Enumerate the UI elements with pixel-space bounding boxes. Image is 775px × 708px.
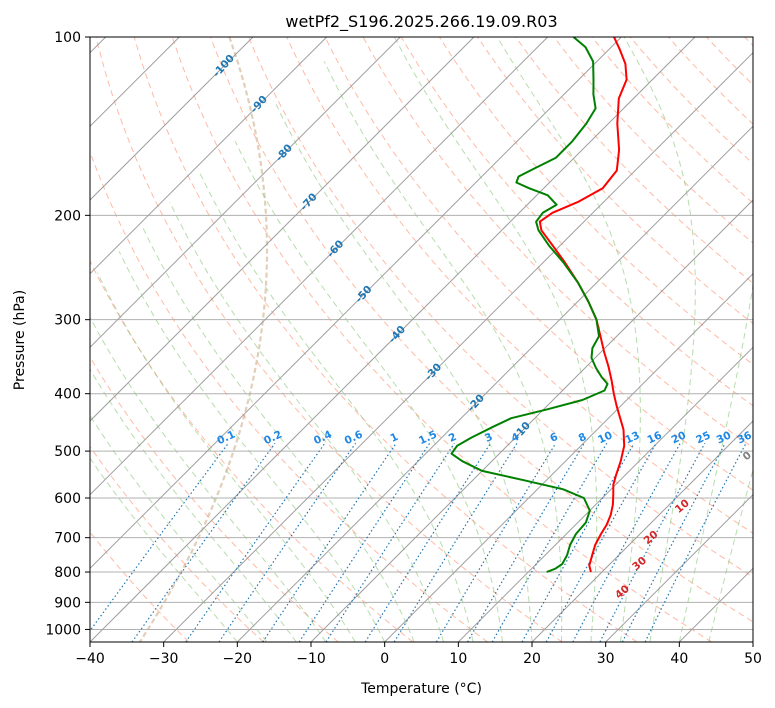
y-tick-label: 400 xyxy=(54,387,81,403)
moist-adiabat xyxy=(169,201,445,642)
mixing-ratio-label: 2 xyxy=(447,431,459,445)
isotherm-line xyxy=(90,37,622,570)
moist-adiabat xyxy=(708,467,753,642)
moist-adiabat xyxy=(275,104,533,642)
mixing-ratio-label: 3 xyxy=(483,431,495,445)
dry-adiabat xyxy=(248,37,753,578)
moist-adiabat xyxy=(142,227,415,642)
x-tick-label: 20 xyxy=(523,651,541,667)
x-tick-label: 40 xyxy=(670,651,688,667)
isotherm-line xyxy=(752,641,753,642)
isotherm-line xyxy=(90,37,696,642)
moist-adiabat xyxy=(90,414,268,642)
mixing-ratio-label: 4 xyxy=(509,431,521,445)
mixing-ratio-line xyxy=(185,442,326,642)
grid-layer xyxy=(90,37,753,642)
dry-adiabat xyxy=(90,356,339,642)
moist-adiabat xyxy=(90,457,238,642)
y-axis-title: Pressure (hPa) xyxy=(12,290,28,390)
isotherm-line xyxy=(310,199,753,642)
mixing-ratio-label: 6 xyxy=(548,431,560,445)
temperature-profile-line xyxy=(538,37,628,573)
mixing-ratio-line xyxy=(262,442,397,642)
mixing-ratio-line xyxy=(131,442,276,642)
isotherm-line xyxy=(605,493,753,642)
mixing-ratio-label: 36 xyxy=(735,429,753,446)
isotherm-line xyxy=(163,51,753,642)
y-tick-label: 1000 xyxy=(45,622,81,638)
x-tick-label: 0 xyxy=(380,651,389,667)
x-tick-label: −40 xyxy=(75,651,105,667)
mixing-ratio-label: 1 xyxy=(388,431,400,445)
dry-adiabat xyxy=(95,37,563,642)
moist-adiabat xyxy=(393,37,598,642)
mixing-ratio-line xyxy=(298,442,431,642)
mixing-ratio-line xyxy=(621,443,726,642)
isotherm-line xyxy=(90,37,328,275)
moist-adiabat xyxy=(118,251,386,642)
mixing-ratio-label: 13 xyxy=(623,429,641,446)
mixing-ratio-label: 10 xyxy=(596,429,614,446)
x-tick-label: −30 xyxy=(149,651,179,667)
mixing-ratio-label: 30 xyxy=(715,429,733,446)
y-tick-label: 300 xyxy=(54,313,81,329)
x-tick-label: 10 xyxy=(449,651,467,667)
plot-background xyxy=(90,37,753,642)
dry-adiabat xyxy=(171,37,712,642)
y-tick-label: 600 xyxy=(54,491,81,507)
plot-frame xyxy=(89,36,754,643)
mixing-ratio-line xyxy=(521,443,635,642)
mixing-ratio-line xyxy=(491,442,608,642)
x-tick-label: 50 xyxy=(744,651,762,667)
mixing-ratio-line xyxy=(466,442,585,642)
y-tick-label: 500 xyxy=(54,444,81,460)
dry-adiabat xyxy=(210,37,753,623)
dry-adiabat xyxy=(324,37,753,491)
mixing-ratio-label: 8 xyxy=(577,431,589,445)
mixing-ratio-line xyxy=(599,443,706,642)
x-tick-label: −10 xyxy=(296,651,326,667)
isotherm-line xyxy=(90,37,254,201)
dewpoint-profile-line xyxy=(450,37,609,573)
isotherm-line xyxy=(384,272,753,642)
dry-adiabat xyxy=(286,37,753,534)
mixing-ratio-line xyxy=(435,442,557,642)
chart-title: wetPf2_S196.2025.266.19.09.R03 xyxy=(285,12,557,32)
isotherm-line xyxy=(90,37,401,349)
mixing-ratio-line xyxy=(364,442,492,642)
moist-adiabat xyxy=(199,173,474,642)
x-tick-label: −20 xyxy=(223,651,253,667)
moist-adiabat xyxy=(678,282,753,642)
moist-adiabat xyxy=(323,61,563,642)
axis-layer: −40 −30 −20 −10 0 10 20 30 40 50 100 200 300 400 500 60… xyxy=(45,30,762,667)
isotherm-line xyxy=(90,37,475,422)
isotherm-line xyxy=(531,420,753,642)
dry-adiabat xyxy=(133,37,638,642)
y-tick-label: 900 xyxy=(54,595,81,611)
y-tick-label: 800 xyxy=(54,565,81,581)
series-layer xyxy=(450,37,628,573)
y-tick-label: 200 xyxy=(54,208,81,224)
mixing-ratio-line xyxy=(218,442,357,642)
isotherm-line xyxy=(457,346,753,642)
mixing-ratio-label: 25 xyxy=(694,429,712,446)
isotherm-line xyxy=(90,37,549,496)
mixing-ratio-label: 20 xyxy=(670,429,688,446)
mixing-ratio-line xyxy=(393,442,518,642)
x-tick-label: 30 xyxy=(597,651,615,667)
isotherm-line xyxy=(236,125,753,642)
x-axis-title: Temperature (°C) xyxy=(360,681,482,697)
y-tick-label: 100 xyxy=(54,30,81,46)
dry-adiabat xyxy=(90,445,264,642)
moist-adiabat xyxy=(623,37,696,642)
moist-adiabat xyxy=(97,272,356,642)
y-tick-label: 700 xyxy=(54,531,81,547)
mixing-ratio-line xyxy=(325,442,455,642)
dry-adiabat xyxy=(515,37,753,284)
dry-adiabat xyxy=(90,259,414,642)
mixing-ratio-label: 16 xyxy=(645,429,663,446)
moist-adiabat xyxy=(496,37,641,642)
